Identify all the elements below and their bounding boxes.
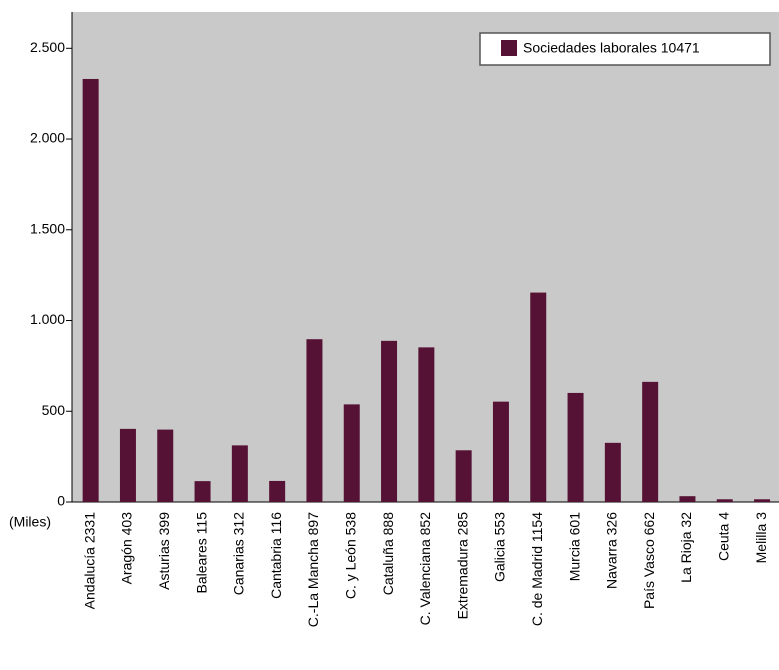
x-tick-label: País Vasco 662 <box>641 512 657 609</box>
x-tick-label: La Rioja 32 <box>678 512 694 583</box>
y-tick-label: 2.500 <box>30 39 65 55</box>
x-tick-label: Cataluña 888 <box>380 512 396 596</box>
bar <box>679 496 696 502</box>
bar <box>157 429 174 502</box>
bar <box>567 392 584 502</box>
x-tick-label: C.-La Mancha 897 <box>305 512 321 627</box>
x-tick-label: C. y León 538 <box>342 512 358 599</box>
x-tick-label: Murcia 601 <box>566 512 582 581</box>
bar <box>455 450 472 502</box>
x-tick-label: Aragón 403 <box>119 512 135 585</box>
y-tick-label: 1.500 <box>30 220 65 236</box>
bar <box>269 480 286 502</box>
x-tick-label: Extremadura 285 <box>454 512 470 620</box>
x-tick-label: Ceuta 4 <box>715 512 731 561</box>
y-tick-label: 1.000 <box>30 311 65 327</box>
bar <box>642 381 659 502</box>
x-tick-label: Melilla 3 <box>753 512 769 564</box>
legend-box <box>479 32 771 66</box>
x-tick-label: C. Valenciana 852 <box>417 512 433 626</box>
bar <box>231 445 248 502</box>
bar <box>381 340 398 502</box>
legend-swatch <box>501 40 517 56</box>
bar <box>418 347 435 502</box>
bar <box>82 78 99 502</box>
y-tick-label: 500 <box>42 402 66 418</box>
legend-label: Sociedades laborales 10471 <box>523 40 700 56</box>
x-tick-label: Canarias 312 <box>231 512 247 595</box>
bar <box>604 442 621 502</box>
bar <box>194 481 211 502</box>
x-tick-label: Baleares 115 <box>193 512 209 594</box>
bar <box>343 404 360 502</box>
y-tick-label: 0 <box>57 493 65 509</box>
x-tick-label: Navarra 326 <box>604 512 620 589</box>
bar <box>119 428 136 502</box>
y-tick-label: 2.000 <box>30 130 65 146</box>
unit-label: (Miles) <box>9 514 51 530</box>
bar <box>530 292 547 502</box>
x-tick-label: C. de Madrid 1154 <box>529 512 545 626</box>
bar <box>716 499 733 502</box>
x-tick-label: Asturias 399 <box>156 512 172 590</box>
bar <box>754 499 771 502</box>
x-tick-label: Galicia 553 <box>492 512 508 582</box>
bar <box>492 401 509 502</box>
bar <box>306 339 323 502</box>
x-tick-label: Andalucía 2331 <box>81 512 97 610</box>
x-tick-label: Cantabria 116 <box>268 512 284 599</box>
